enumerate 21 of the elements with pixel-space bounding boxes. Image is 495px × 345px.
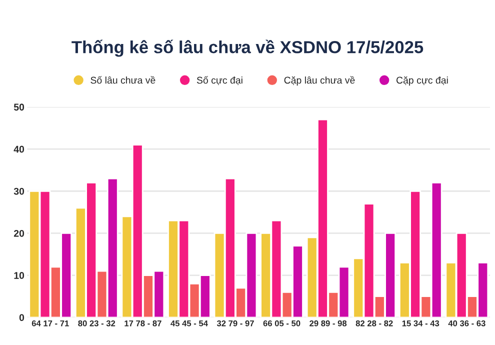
x-tick-label: 17 78 - 87 — [124, 320, 162, 326]
x-tick-label: 40 36 - 63 — [448, 320, 486, 326]
legend-label: Số lâu chưa về — [90, 76, 156, 84]
x-tick-label: 82 28 - 82 — [356, 320, 393, 326]
x-tick-label: 15 34 - 43 — [402, 320, 440, 326]
x-tick-label: 29 89 - 98 — [310, 320, 347, 326]
legend-label: Cặp lâu chưa về — [284, 76, 355, 86]
y-tick-label: 30 — [14, 188, 24, 195]
x-tick-label: 45 45 - 54 — [170, 320, 208, 326]
y-tick-label: 20 — [14, 230, 24, 237]
y-tick-label: 10 — [14, 272, 24, 279]
y-tick-label: 0 — [19, 314, 24, 322]
y-tick-label: 40 — [14, 146, 24, 153]
x-tick-label: 66 05 - 50 — [263, 320, 300, 326]
y-tick-label: 50 — [14, 104, 24, 111]
legend-label: Số cực đại — [196, 76, 242, 86]
chart-title: Thống kê số lâu chưa về XSDNO 17/5/2025 — [72, 40, 424, 57]
x-tick-label: 32 79 - 97 — [216, 320, 254, 326]
legend-label: Cặp cực đại — [396, 76, 448, 86]
x-tick-label: 80 23 - 32 — [78, 320, 116, 326]
x-tick-label: 64 17 - 71 — [32, 320, 69, 326]
